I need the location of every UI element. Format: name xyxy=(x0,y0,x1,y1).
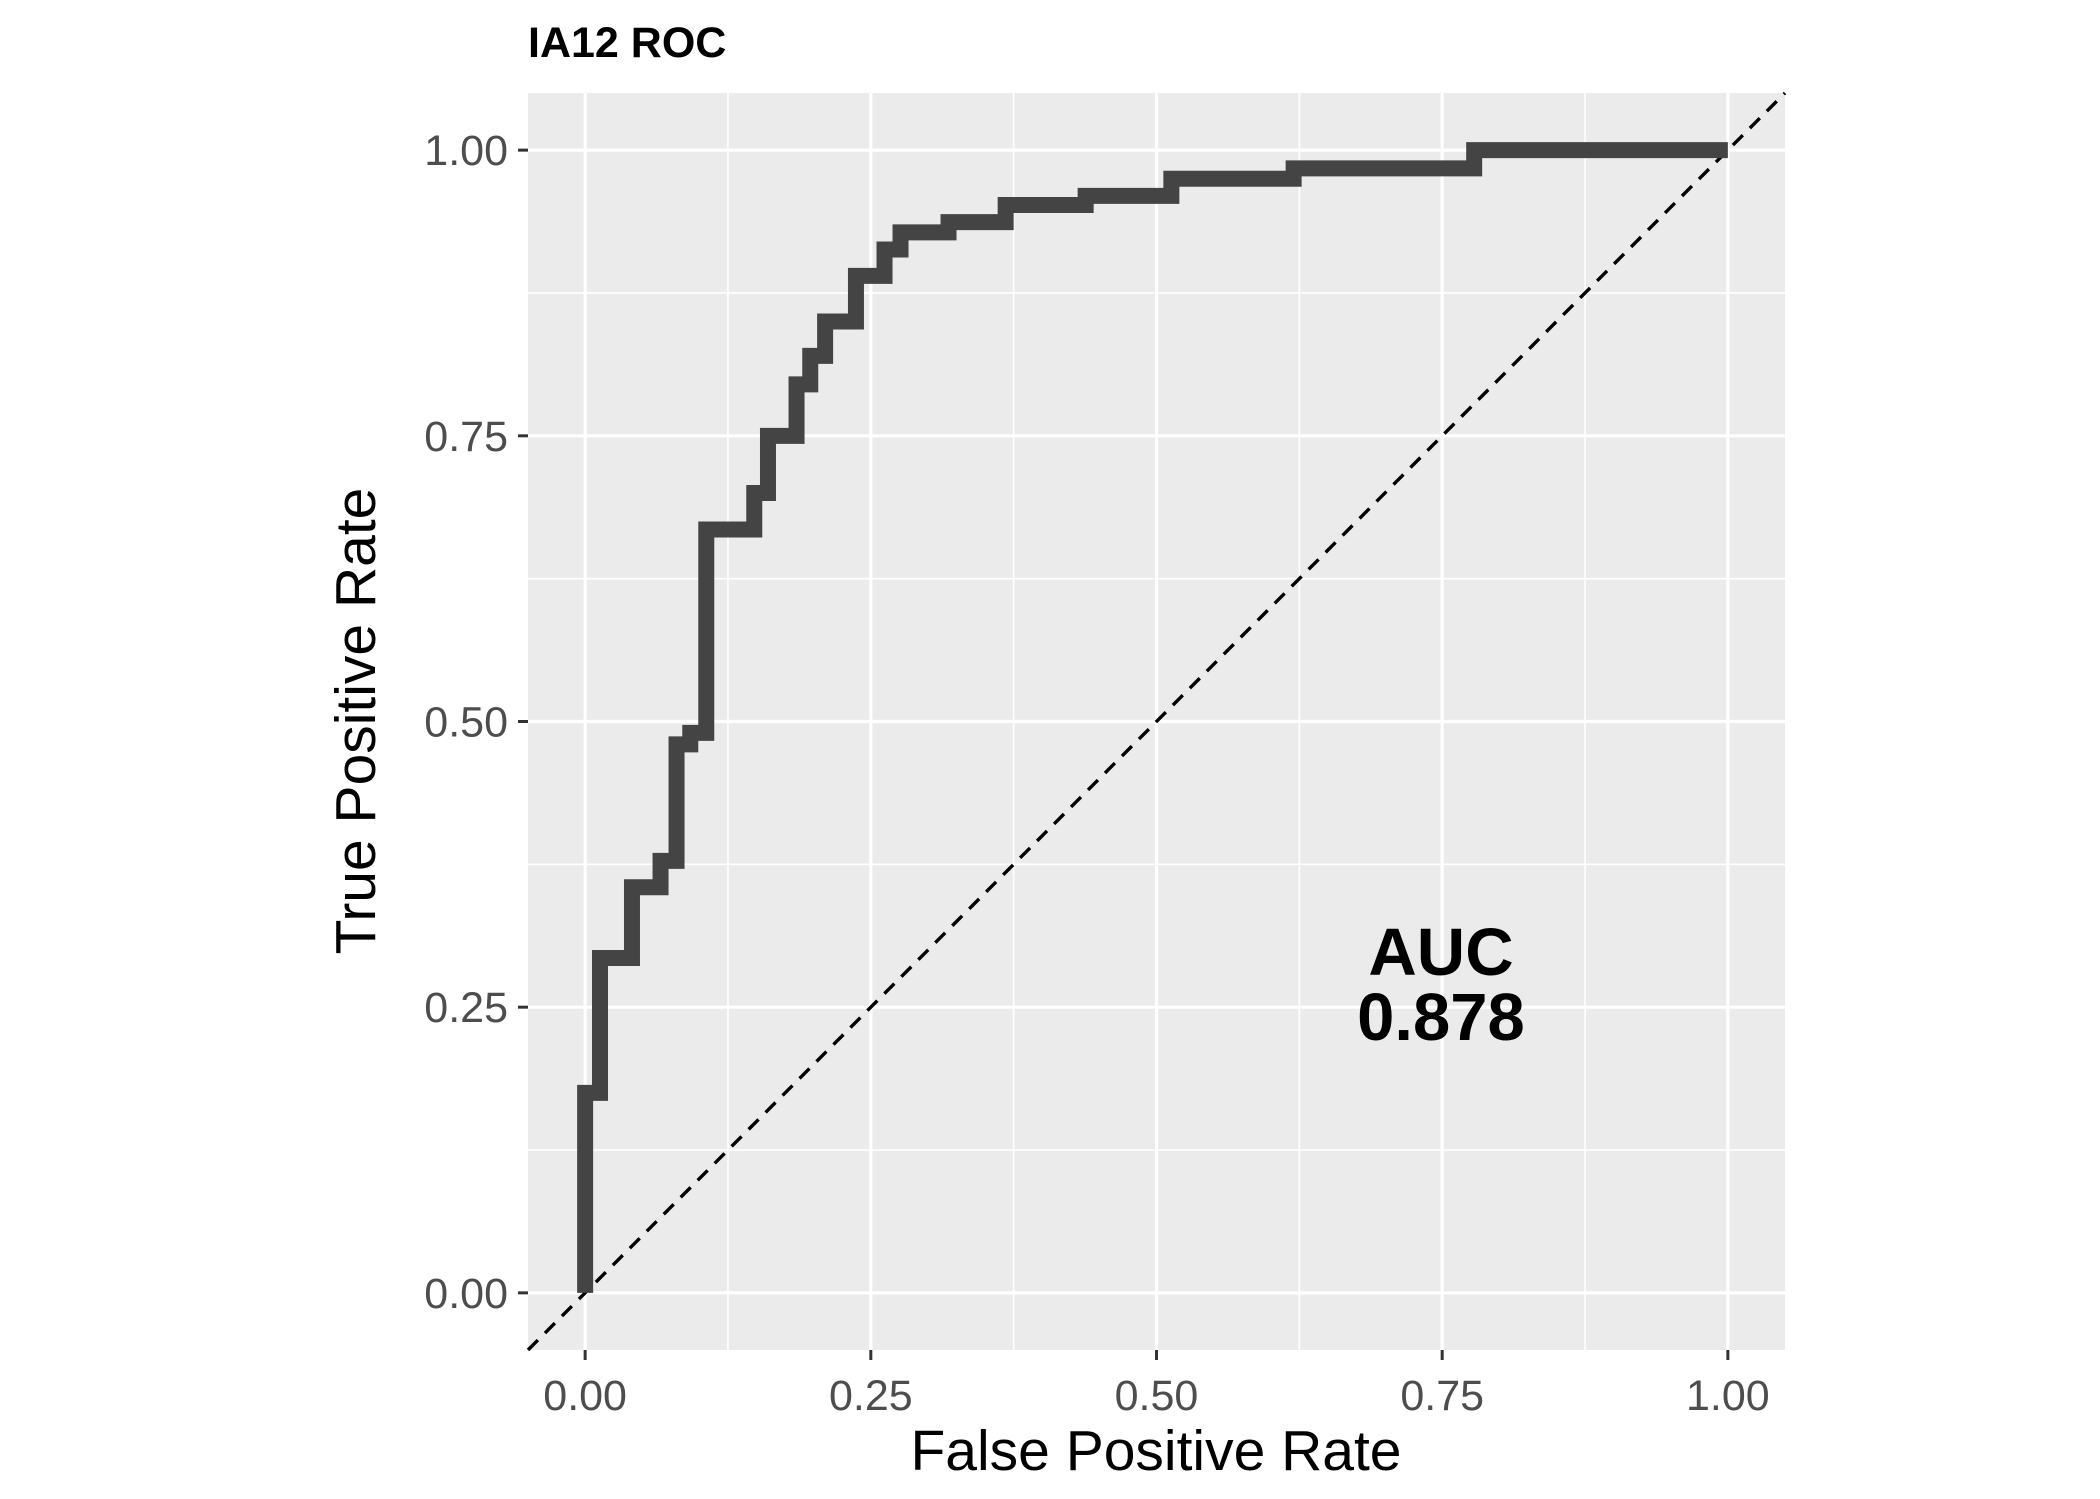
y-tick-label: 0.25 xyxy=(424,984,508,1032)
x-tick-label: 0.25 xyxy=(829,1372,913,1420)
auc-label: AUC xyxy=(1368,915,1513,990)
roc-curve-line xyxy=(577,142,1728,1293)
y-tick-label: 0.50 xyxy=(424,699,508,747)
y-tick-label: 1.00 xyxy=(424,127,508,175)
chance-diagonal-line xyxy=(526,91,1787,1352)
y-axis: 0.00 0.25 0.50 0.75 1.00 xyxy=(424,127,508,1318)
x-tick-label: 1.00 xyxy=(1686,1372,1770,1420)
auc-value: 0.878 xyxy=(1357,980,1525,1055)
x-axis: 0.00 0.25 0.50 0.75 1.00 xyxy=(543,1372,1769,1420)
y-tick-label: 0.00 xyxy=(424,1270,508,1318)
x-tick-label: 0.75 xyxy=(1400,1372,1484,1420)
chart-title: IA12 ROC xyxy=(528,19,726,67)
y-tick-label: 0.75 xyxy=(424,413,508,461)
x-tick-label: 0.50 xyxy=(1115,1372,1199,1420)
x-tick-label: 0.00 xyxy=(543,1372,627,1420)
x-axis-title: False Positive Rate xyxy=(910,1419,1401,1483)
y-axis-title: True Positive Rate xyxy=(324,488,388,955)
tick-marks xyxy=(518,148,1730,1360)
